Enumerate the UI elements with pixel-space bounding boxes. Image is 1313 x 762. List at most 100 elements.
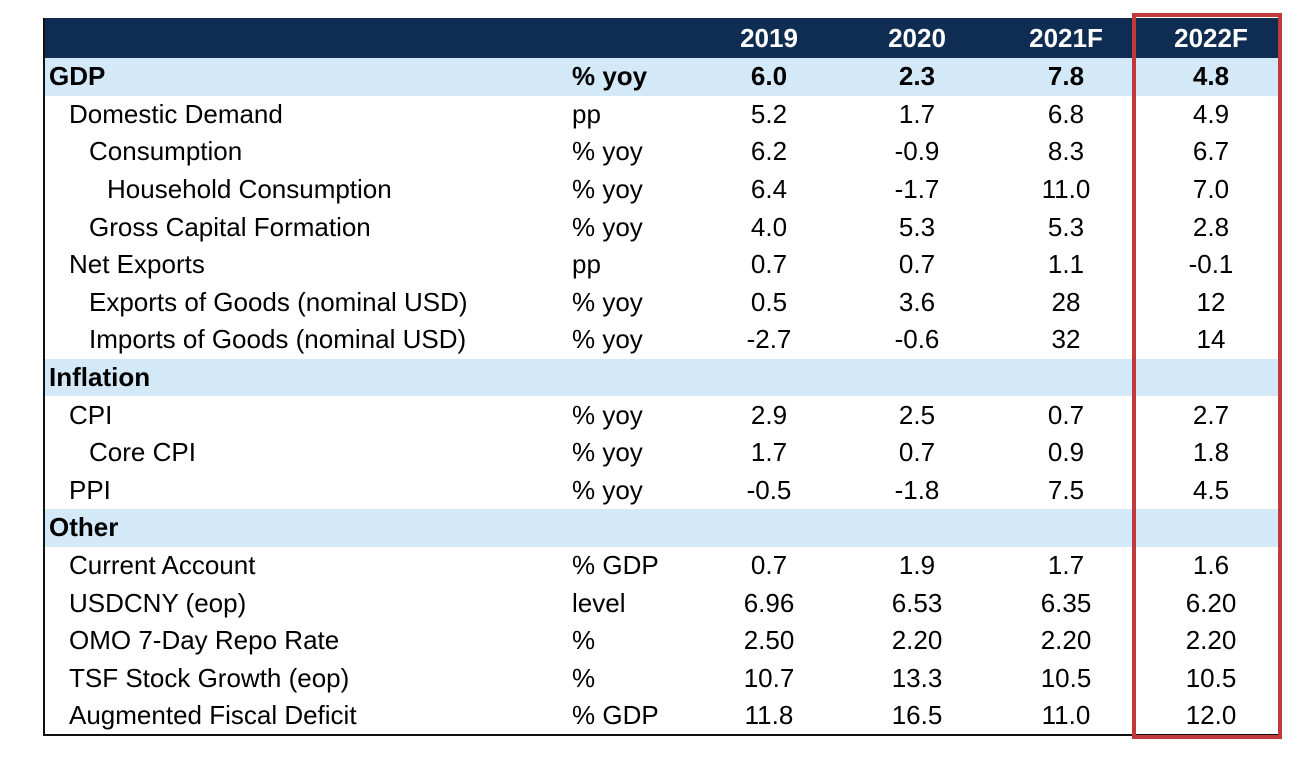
table-row: Gross Capital Formation % yoy 4.0 5.3 5.… [45,208,1278,246]
row-value-2021f: 32 [1051,324,1081,355]
row-value-2021f: 1.7 [1047,550,1085,581]
row-value-2022f: 12.0 [1185,700,1237,731]
row-unit: % yoy [572,174,643,205]
row-value-2022f: 2.7 [1192,399,1230,430]
section-label: Inflation [49,362,151,393]
row-value-2021f: 11.0 [1041,174,1091,205]
row-value-2020: 2.20 [891,625,943,656]
row-label: Current Account [69,550,256,581]
row-value-2019: 5.2 [750,98,788,129]
row-value-2022f: 7.0 [1192,174,1230,205]
row-unit: level [572,587,626,618]
row-unit: % yoy [572,324,643,355]
table-row: PPI % yoy -0.5 -1.8 7.5 4.5 [45,472,1278,510]
row-value-2021f: 6.8 [1047,98,1085,129]
row-value-2019: -2.7 [746,324,792,355]
row-label: Domestic Demand [69,98,283,129]
row-value-2020: 1.7 [898,98,936,129]
row-value-2019: 2.9 [750,399,788,430]
row-value-2022f: 6.7 [1192,136,1230,167]
table-row-other-section: Other [45,509,1278,547]
row-value-2021f: 0.7 [1047,399,1085,430]
row-unit: % yoy [572,61,648,92]
row-unit: % [572,662,596,693]
row-label: Core CPI [89,437,196,468]
row-label: Gross Capital Formation [89,211,371,242]
table-row: Current Account % GDP 0.7 1.9 1.7 1.6 [45,547,1278,585]
row-value-2019: 0.7 [750,249,788,280]
table-row: CPI % yoy 2.9 2.5 0.7 2.7 [45,396,1278,434]
row-value-2019: 0.7 [750,550,788,581]
table-row: USDCNY (eop) level 6.96 6.53 6.35 6.20 [45,584,1278,622]
header-year-2022f: 2022F [1174,22,1248,53]
table-row: Net Exports pp 0.7 0.7 1.1 -0.1 [45,246,1278,284]
row-label: CPI [69,399,113,430]
table-row: TSF Stock Growth (eop) % 10.7 13.3 10.5 … [45,660,1278,698]
header-year-2019: 2019 [740,22,798,53]
forecast-table: 2019 2020 2021F 2022F GDP % yoy 6.0 2.3 … [43,18,1280,736]
row-label: Consumption [89,136,243,167]
row-unit: pp [572,249,601,280]
row-value-2021f: 7.8 [1047,61,1085,92]
row-value-2020: 2.3 [898,61,936,92]
table-row: Imports of Goods (nominal USD) % yoy -2.… [45,321,1278,359]
row-value-2022f: 14 [1196,324,1226,355]
section-label: Other [49,512,119,543]
table-row: Domestic Demand pp 5.2 1.7 6.8 4.9 [45,96,1278,134]
row-unit: % [572,625,596,656]
row-value-2019: -0.5 [746,474,792,505]
row-label: TSF Stock Growth (eop) [69,662,350,693]
row-value-2019: 11.8 [744,700,794,731]
row-value-2022f: 2.8 [1192,211,1230,242]
row-unit: % GDP [572,700,659,731]
row-value-2019: 6.4 [750,174,788,205]
row-value-2021f: 1.1 [1047,249,1085,280]
row-unit: % yoy [572,136,643,167]
row-value-2020: 0.7 [898,249,936,280]
row-value-2021f: 28 [1051,286,1081,317]
row-value-2020: -0.9 [894,136,940,167]
row-value-2022f: 10.5 [1185,662,1237,693]
row-label: OMO 7-Day Repo Rate [69,625,340,656]
row-value-2019: 4.0 [750,211,788,242]
row-value-2019: 6.0 [750,61,788,92]
row-value-2019: 6.96 [743,587,795,618]
row-value-2020: 6.53 [891,587,943,618]
row-value-2020: 0.7 [898,437,936,468]
row-value-2020: 13.3 [891,662,943,693]
table-row-inflation-section: Inflation [45,358,1278,397]
row-value-2022f: 1.6 [1192,550,1230,581]
row-label: Household Consumption [107,174,392,205]
row-value-2019: 6.2 [750,136,788,167]
row-unit: pp [572,98,601,129]
row-value-2020: 1.9 [898,550,936,581]
table-row: Consumption % yoy 6.2 -0.9 8.3 6.7 [45,133,1278,171]
row-value-2022f: 1.8 [1192,437,1230,468]
row-value-2020: -1.7 [894,174,940,205]
row-value-2019: 1.7 [750,437,788,468]
table-row: OMO 7-Day Repo Rate % 2.50 2.20 2.20 2.2… [45,622,1278,660]
row-value-2021f: 7.5 [1047,474,1085,505]
row-unit: % yoy [572,211,643,242]
row-value-2021f: 10.5 [1040,662,1092,693]
row-unit: % yoy [572,399,643,430]
row-value-2021f: 2.20 [1040,625,1092,656]
row-label: Imports of Goods (nominal USD) [89,324,467,355]
row-value-2021f: 8.3 [1047,136,1085,167]
row-value-2021f: 0.9 [1047,437,1085,468]
row-value-2022f: 2.20 [1185,625,1237,656]
row-unit: % GDP [572,550,659,581]
row-value-2020: 5.3 [898,211,936,242]
table-row: Core CPI % yoy 1.7 0.7 0.9 1.8 [45,434,1278,472]
row-value-2019: 10.7 [743,662,795,693]
row-value-2019: 2.50 [743,625,795,656]
row-value-2021f: 6.35 [1040,587,1092,618]
row-unit: % yoy [572,437,643,468]
row-label: USDCNY (eop) [69,587,247,618]
row-unit: % yoy [572,286,643,317]
row-value-2022f: 4.5 [1192,474,1230,505]
row-value-2020: -0.6 [894,324,940,355]
row-value-2020: -1.8 [894,474,940,505]
row-unit: % yoy [572,474,643,505]
table-row: Household Consumption % yoy 6.4 -1.7 11.… [45,171,1278,209]
